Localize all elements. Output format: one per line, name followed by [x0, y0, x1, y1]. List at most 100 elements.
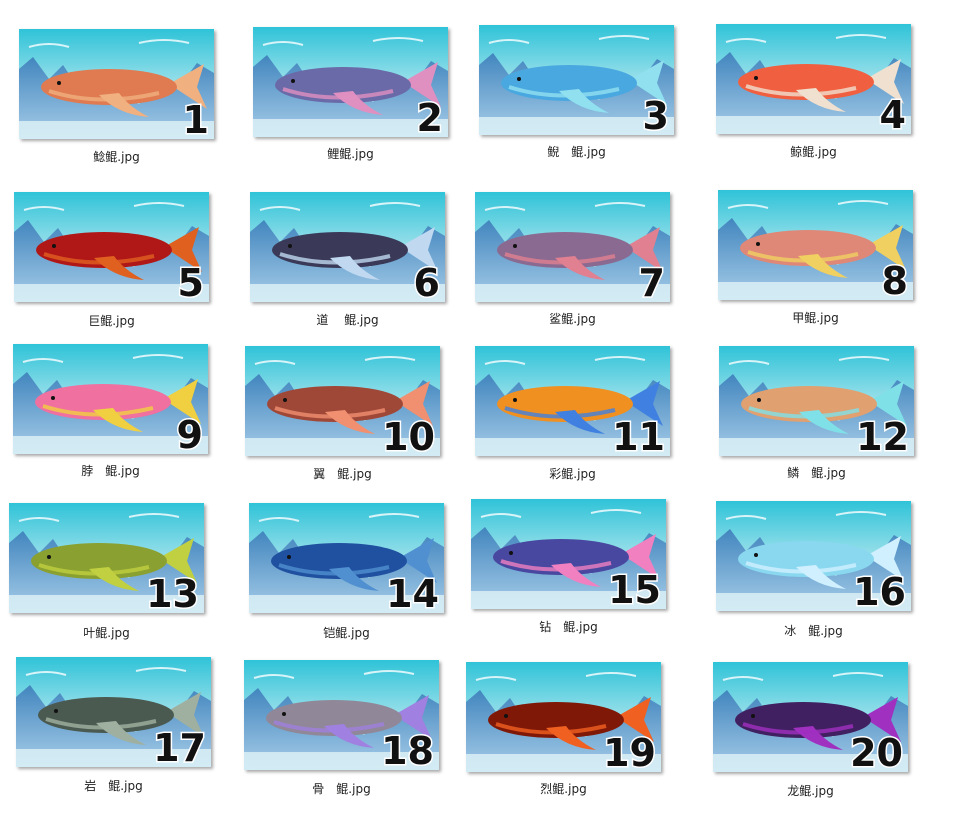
file-item[interactable]: 13 叶鲲.jpg — [9, 503, 204, 640]
thumbnail-number: 6 — [414, 261, 440, 302]
fish-eye — [513, 398, 517, 402]
file-name: 冰 鲲.jpg — [784, 624, 843, 638]
file-item[interactable]: 6 道 鲲.jpg — [250, 192, 445, 327]
thumbnail: 14 — [249, 503, 444, 613]
thumbnail-number: 8 — [882, 259, 908, 300]
thumbnail-number: 3 — [643, 94, 669, 135]
fish-eye — [291, 79, 295, 83]
fish-eye — [287, 555, 291, 559]
fish-tail — [169, 64, 207, 109]
file-item[interactable]: 16 冰 鲲.jpg — [716, 501, 911, 638]
file-name: 骨 鲲.jpg — [312, 782, 371, 796]
file-item[interactable]: 8 甲鲲.jpg — [718, 190, 913, 325]
fish-belly — [495, 722, 607, 735]
fish-eye — [283, 398, 287, 402]
thumbnail: 4 — [716, 24, 911, 134]
ground — [16, 749, 211, 767]
file-item[interactable]: 14 铠鲲.jpg — [249, 503, 444, 640]
file-item[interactable]: 2 鲤鲲.jpg — [253, 27, 448, 161]
file-name: 道 鲲.jpg — [316, 313, 379, 327]
fish-belly — [504, 406, 616, 419]
fish-eye — [517, 77, 521, 81]
file-item[interactable]: 9 脖 鲲.jpg — [13, 344, 208, 478]
fish-belly — [747, 250, 859, 263]
thumbnail-number: 18 — [381, 729, 434, 770]
file-name: 叶鲲.jpg — [83, 626, 130, 640]
file-item[interactable]: 20 龙鲲.jpg — [713, 662, 908, 798]
cloud — [488, 35, 650, 44]
fish-tail — [629, 60, 667, 105]
file-item[interactable]: 3 鲵 鲲.jpg — [479, 25, 674, 159]
file-name: 巨鲲.jpg — [88, 314, 135, 328]
cloud — [725, 511, 887, 520]
thumbnail: 20 — [713, 662, 908, 772]
fish-belly — [745, 561, 857, 574]
fish-eye — [756, 242, 760, 246]
fish-tail — [159, 538, 197, 583]
fish-belly — [38, 563, 150, 576]
thumbnail-number: 2 — [417, 96, 443, 137]
thumbnail: 12 — [719, 346, 914, 456]
cloud — [725, 34, 887, 43]
file-item[interactable]: 15 钻 鲲.jpg — [471, 499, 666, 634]
file-item[interactable]: 4 鲸鲲.jpg — [716, 24, 911, 159]
fish-eye — [288, 244, 292, 248]
thumbnail-number: 14 — [386, 572, 439, 613]
thumbnail-number: 12 — [856, 415, 909, 456]
file-item[interactable]: 7 鲨鲲.jpg — [475, 192, 670, 326]
file-name: 鲵 鲲.jpg — [547, 145, 606, 159]
thumbnail: 1 — [19, 29, 214, 139]
cloud — [23, 202, 185, 211]
fish-eye — [757, 398, 761, 402]
thumbnail-number: 15 — [608, 568, 661, 609]
fish-tail — [866, 536, 904, 581]
file-item[interactable]: 18 骨 鲲.jpg — [244, 660, 439, 796]
fish-tail — [164, 227, 202, 272]
file-item[interactable]: 12 鳞 鲲.jpg — [719, 346, 914, 480]
fish-belly — [274, 406, 386, 419]
fish-belly — [742, 722, 854, 735]
thumbnail-number: 13 — [146, 572, 199, 613]
file-item[interactable]: 10 翼 鲲.jpg — [245, 346, 440, 481]
file-name: 鲨鲲.jpg — [549, 312, 596, 326]
thumbnail-number: 19 — [603, 731, 656, 772]
ground — [244, 752, 439, 770]
fish-belly — [43, 252, 155, 265]
thumbnail-number: 5 — [178, 261, 204, 302]
file-item[interactable]: 1 鲶鲲.jpg — [19, 29, 214, 164]
fish-tail — [625, 381, 663, 426]
cloud — [484, 356, 646, 365]
cloud — [728, 356, 890, 365]
file-item[interactable]: 19 烈鲲.jpg — [466, 662, 661, 796]
ground — [14, 284, 209, 302]
file-name: 烈鲲.jpg — [540, 782, 587, 796]
cloud — [28, 39, 190, 48]
cloud — [480, 509, 642, 518]
fish-belly — [42, 404, 154, 417]
cloud — [254, 356, 416, 365]
fish-tail — [625, 227, 663, 272]
fish-belly — [500, 559, 612, 572]
fish-tail — [395, 381, 433, 426]
thumbnail-number: 17 — [153, 726, 206, 767]
thumbnail: 2 — [253, 27, 448, 137]
fish-belly — [748, 406, 860, 419]
ground — [253, 119, 448, 137]
thumbnail: 16 — [716, 501, 911, 611]
file-item[interactable]: 11 彩鲲.jpg — [475, 346, 670, 481]
fish-eye — [52, 244, 56, 248]
thumbnail: 5 — [14, 192, 209, 302]
file-name: 岩 鲲.jpg — [84, 779, 143, 793]
ground — [479, 117, 674, 135]
fish-tail — [868, 225, 906, 270]
thumbnail: 8 — [718, 190, 913, 300]
file-name: 翼 鲲.jpg — [313, 467, 372, 481]
ground — [719, 438, 914, 456]
ground — [9, 595, 204, 613]
ground — [250, 284, 445, 302]
file-item[interactable]: 17 岩 鲲.jpg — [16, 657, 211, 793]
fish-eye — [509, 551, 513, 555]
fish-tail — [399, 538, 437, 583]
file-item[interactable]: 5 巨鲲.jpg — [14, 192, 209, 328]
cloud — [18, 513, 180, 522]
